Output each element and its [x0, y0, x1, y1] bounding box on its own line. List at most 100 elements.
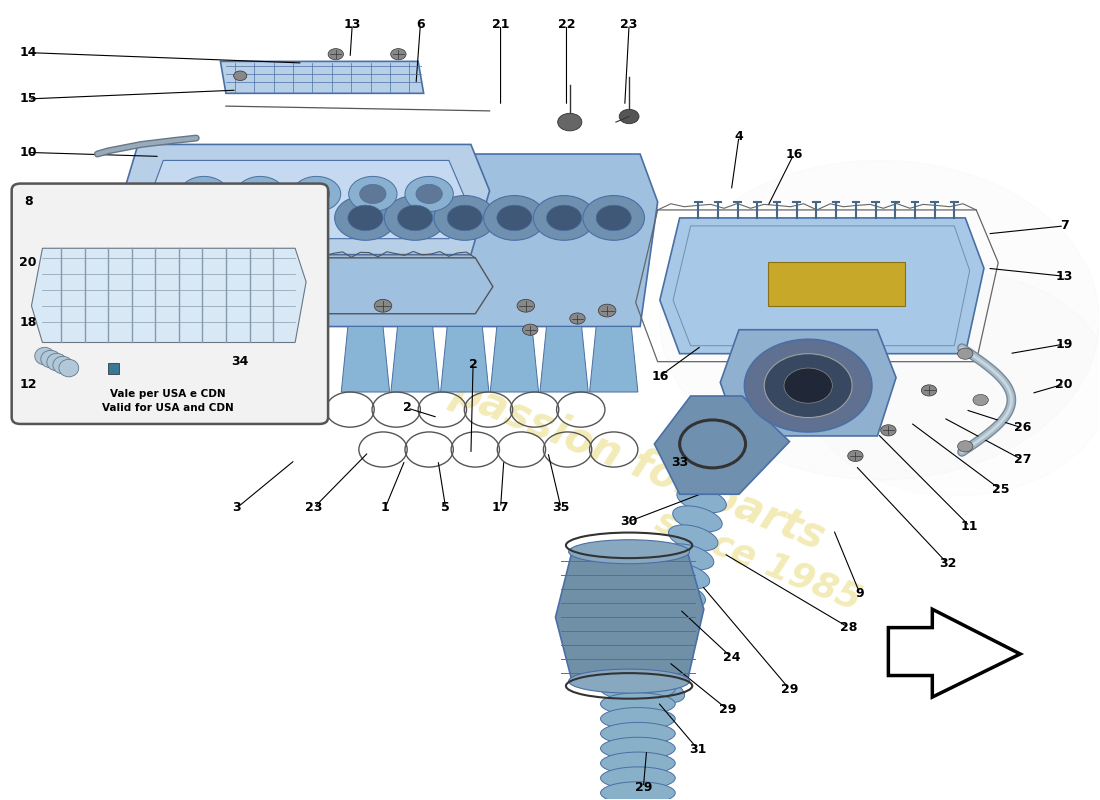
Circle shape: [236, 176, 285, 211]
Ellipse shape: [41, 350, 60, 368]
Text: 3: 3: [232, 502, 241, 514]
Ellipse shape: [644, 639, 693, 665]
Circle shape: [360, 184, 386, 203]
Circle shape: [405, 176, 453, 211]
Bar: [109, 363, 119, 374]
Circle shape: [547, 205, 582, 230]
Text: 19: 19: [1056, 338, 1072, 350]
Circle shape: [745, 339, 872, 432]
Circle shape: [660, 161, 1099, 480]
Text: 14: 14: [20, 46, 37, 59]
Circle shape: [328, 49, 343, 60]
Text: 2: 2: [403, 402, 411, 414]
Ellipse shape: [53, 356, 73, 374]
Text: 6: 6: [416, 18, 425, 31]
Text: 31: 31: [690, 743, 707, 756]
Ellipse shape: [664, 544, 714, 570]
Circle shape: [416, 184, 442, 203]
Text: 11: 11: [961, 520, 978, 533]
Circle shape: [233, 71, 246, 81]
Ellipse shape: [656, 582, 705, 608]
Circle shape: [596, 205, 631, 230]
Text: 16: 16: [785, 147, 803, 161]
Ellipse shape: [601, 738, 675, 760]
Circle shape: [570, 313, 585, 324]
Text: 29: 29: [781, 682, 799, 695]
Text: since 1985: since 1985: [651, 503, 867, 617]
Circle shape: [958, 348, 974, 359]
Text: 29: 29: [719, 703, 737, 716]
Circle shape: [304, 184, 330, 203]
Ellipse shape: [648, 620, 697, 646]
Ellipse shape: [601, 767, 675, 790]
Text: 35: 35: [552, 502, 570, 514]
Text: 5: 5: [441, 502, 450, 514]
Circle shape: [522, 324, 538, 335]
Text: 26: 26: [1014, 422, 1031, 434]
Circle shape: [619, 110, 639, 124]
Ellipse shape: [639, 658, 689, 684]
Text: 13: 13: [343, 18, 361, 31]
Text: 21: 21: [492, 18, 509, 31]
Polygon shape: [441, 326, 488, 392]
Circle shape: [448, 205, 482, 230]
Circle shape: [764, 354, 853, 418]
Circle shape: [497, 205, 532, 230]
Polygon shape: [306, 154, 658, 326]
Ellipse shape: [601, 782, 675, 800]
Ellipse shape: [601, 707, 675, 730]
Text: 30: 30: [620, 515, 638, 528]
Circle shape: [517, 299, 535, 312]
Ellipse shape: [569, 540, 690, 564]
Text: 1: 1: [381, 502, 389, 514]
Text: Valid for USA and CDN: Valid for USA and CDN: [102, 403, 233, 413]
Ellipse shape: [601, 693, 675, 715]
Text: 22: 22: [558, 18, 575, 31]
Text: 18: 18: [20, 316, 36, 329]
Polygon shape: [119, 145, 490, 254]
Circle shape: [598, 304, 616, 317]
Ellipse shape: [59, 359, 79, 377]
Polygon shape: [220, 62, 424, 94]
Text: 10: 10: [20, 146, 37, 159]
Text: 2: 2: [469, 358, 477, 370]
Ellipse shape: [676, 487, 726, 513]
Polygon shape: [147, 161, 464, 238]
Text: 15: 15: [20, 93, 37, 106]
Text: 25: 25: [992, 483, 1009, 496]
Ellipse shape: [673, 506, 723, 532]
Text: 23: 23: [305, 502, 322, 514]
Text: 16: 16: [651, 370, 669, 382]
Ellipse shape: [601, 678, 675, 700]
Ellipse shape: [47, 354, 67, 371]
Text: 8: 8: [24, 195, 33, 209]
Circle shape: [248, 184, 274, 203]
Circle shape: [922, 385, 937, 396]
Text: 4: 4: [735, 130, 744, 143]
Circle shape: [384, 195, 446, 240]
Circle shape: [179, 176, 228, 211]
Circle shape: [293, 176, 341, 211]
Text: 24: 24: [723, 650, 740, 664]
Ellipse shape: [669, 525, 718, 551]
Circle shape: [349, 176, 397, 211]
Text: 13: 13: [1056, 270, 1072, 282]
Polygon shape: [590, 326, 638, 392]
Circle shape: [374, 299, 392, 312]
Circle shape: [848, 450, 864, 462]
Circle shape: [390, 49, 406, 60]
Polygon shape: [491, 326, 539, 392]
Circle shape: [434, 195, 495, 240]
Polygon shape: [660, 218, 984, 354]
Polygon shape: [654, 396, 790, 494]
Polygon shape: [32, 248, 306, 342]
Circle shape: [881, 425, 896, 436]
Polygon shape: [556, 552, 704, 681]
Text: 32: 32: [939, 558, 956, 570]
Text: 29: 29: [635, 781, 652, 794]
Text: 33: 33: [671, 456, 689, 469]
Polygon shape: [889, 610, 1020, 697]
Text: Vale per USA e CDN: Vale per USA e CDN: [110, 390, 226, 399]
Circle shape: [348, 205, 383, 230]
Circle shape: [190, 184, 217, 203]
